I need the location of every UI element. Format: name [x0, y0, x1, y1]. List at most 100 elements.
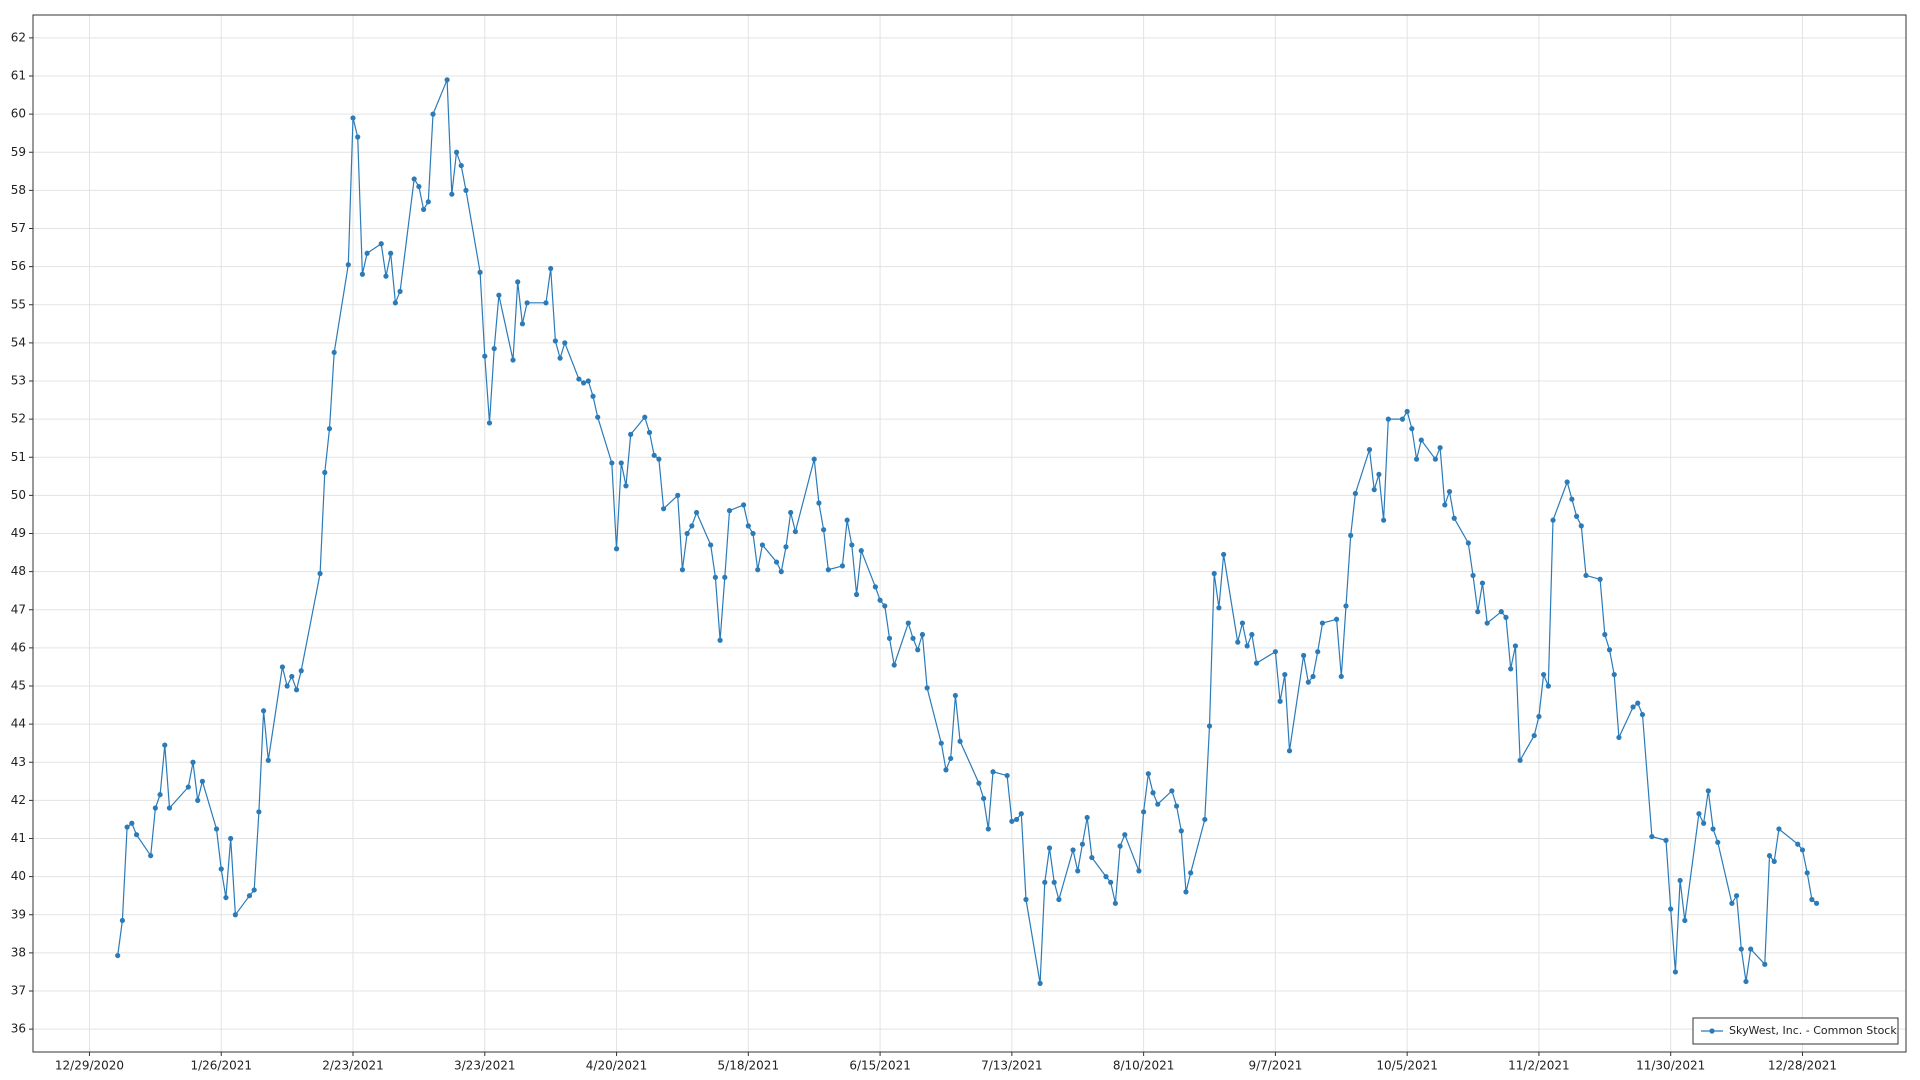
data-point	[1301, 652, 1307, 659]
data-point	[821, 527, 827, 533]
data-point	[1733, 893, 1740, 899]
data-point	[778, 569, 784, 575]
y-tick-label: 48	[11, 564, 26, 578]
data-point	[1475, 609, 1481, 615]
data-point	[651, 452, 657, 458]
data-point	[416, 183, 422, 190]
data-point	[1442, 502, 1448, 508]
data-point	[1173, 803, 1180, 809]
data-point	[228, 835, 234, 842]
data-point	[1743, 978, 1749, 985]
data-point	[656, 456, 662, 462]
data-point	[1112, 900, 1118, 906]
data-point	[322, 469, 328, 476]
data-point	[1221, 551, 1227, 558]
data-point	[1286, 748, 1293, 754]
data-point	[1272, 649, 1278, 655]
legend: SkyWest, Inc. - Common Stock	[1692, 1017, 1899, 1045]
data-point	[256, 809, 262, 815]
y-tick-label: 59	[11, 145, 26, 159]
data-point	[1616, 734, 1622, 741]
data-point	[251, 887, 257, 893]
x-tick-label: 1/26/2021	[190, 1059, 252, 1073]
data-point	[816, 500, 822, 506]
data-point	[524, 300, 530, 306]
data-point	[378, 241, 384, 247]
data-point	[689, 523, 695, 529]
data-point	[1517, 757, 1523, 763]
data-point	[449, 191, 455, 197]
data-point	[1484, 620, 1490, 626]
data-point	[397, 288, 403, 295]
data-point	[458, 162, 464, 169]
data-point	[1277, 698, 1283, 704]
plot-border	[32, 14, 1907, 1053]
x-tick-label: 5/18/2021	[718, 1059, 780, 1073]
data-point	[1235, 639, 1241, 645]
data-point	[1348, 532, 1354, 539]
data-point	[1512, 643, 1518, 649]
data-point	[515, 279, 521, 285]
data-point	[1051, 879, 1057, 885]
data-point	[1813, 900, 1820, 906]
data-point	[411, 176, 417, 182]
data-point	[1136, 868, 1142, 874]
data-point	[496, 292, 502, 298]
y-tick-label: 61	[11, 69, 26, 83]
data-point	[628, 431, 634, 437]
data-point	[1668, 906, 1674, 912]
data-point	[1776, 826, 1782, 832]
data-point	[943, 767, 949, 773]
data-point	[1701, 820, 1707, 826]
x-tick-label: 9/7/2021	[1248, 1059, 1302, 1073]
data-point	[1249, 631, 1255, 638]
y-tick-label: 57	[11, 221, 26, 235]
data-point	[1117, 843, 1123, 849]
data-point	[1150, 790, 1156, 796]
data-point	[952, 692, 958, 699]
data-point	[1635, 700, 1641, 706]
data-point	[661, 506, 667, 512]
data-point	[185, 784, 191, 790]
data-point	[562, 340, 568, 346]
legend-label: SkyWest, Inc. - Common Stock	[1729, 1024, 1897, 1037]
data-point	[1611, 671, 1617, 678]
data-point	[1649, 833, 1655, 840]
data-point	[1018, 811, 1024, 817]
data-point	[1677, 877, 1683, 884]
data-point	[708, 542, 714, 548]
data-point	[1545, 683, 1551, 689]
data-point	[1531, 732, 1537, 739]
data-point	[463, 187, 469, 193]
data-point	[213, 826, 220, 832]
data-point	[576, 376, 582, 382]
data-point	[1202, 816, 1208, 823]
data-point	[1399, 416, 1406, 422]
data-point	[265, 757, 271, 763]
data-point	[1319, 620, 1326, 626]
data-point	[1451, 515, 1457, 521]
data-point	[1639, 711, 1646, 718]
data-point	[1013, 816, 1020, 823]
data-point	[825, 567, 831, 573]
data-point	[646, 429, 653, 436]
x-tick-label: 6/15/2021	[849, 1059, 911, 1073]
data-point	[293, 687, 300, 693]
data-point	[482, 353, 488, 359]
data-point	[1465, 540, 1471, 546]
data-point	[1630, 704, 1636, 710]
data-point	[877, 597, 883, 603]
data-point	[1141, 809, 1147, 815]
data-point	[1376, 471, 1382, 478]
data-point	[1432, 456, 1438, 462]
data-point	[298, 668, 304, 674]
data-point	[1084, 814, 1090, 821]
data-point	[1079, 841, 1086, 847]
data-point	[679, 567, 686, 573]
data-point	[383, 273, 389, 279]
data-point	[284, 683, 290, 689]
data-point	[1333, 616, 1340, 622]
data-point	[741, 502, 747, 508]
data-point	[1508, 666, 1514, 672]
